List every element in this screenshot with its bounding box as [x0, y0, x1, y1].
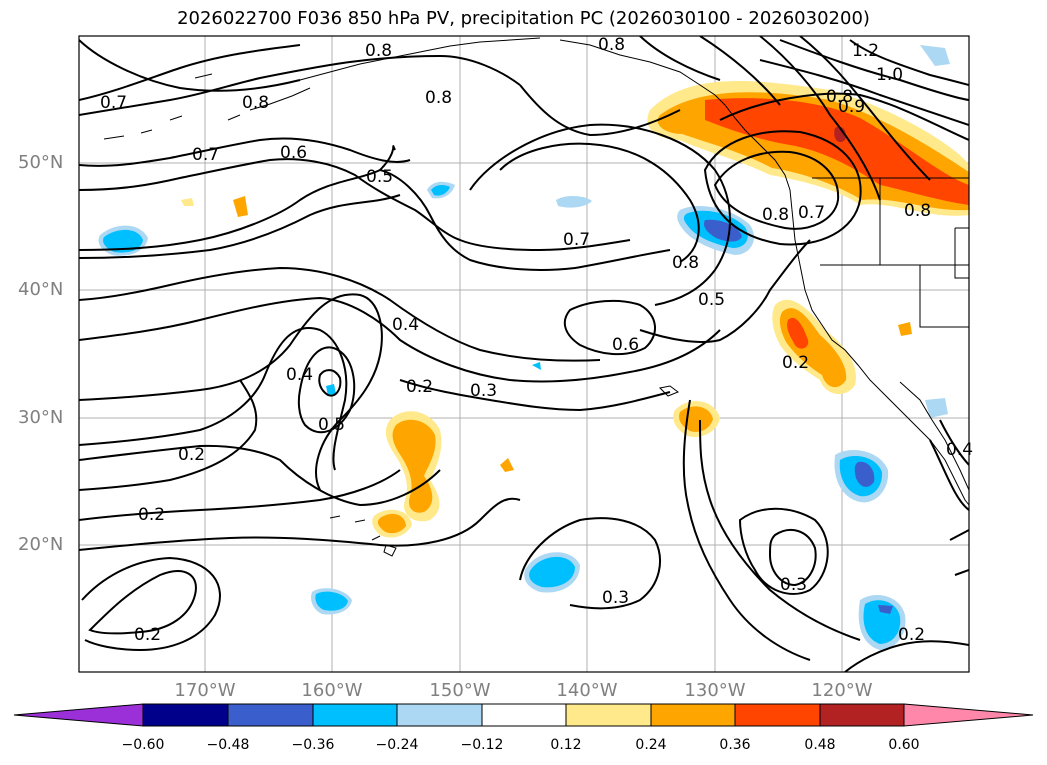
colorbar-segment [650, 703, 736, 727]
colorbar-tick: −0.60 [121, 737, 165, 753]
contour-label: 0.2 [178, 445, 205, 465]
colorbar [13, 703, 1034, 727]
colorbar-tick: −0.36 [291, 737, 335, 753]
contour-label: 0.8 [365, 41, 392, 61]
colorbar-segment [227, 703, 314, 727]
colorbar-segment [312, 703, 398, 727]
contour-label: 0.7 [798, 203, 825, 223]
colorbar-tick: −0.12 [460, 737, 504, 753]
contour-label: 0.4 [946, 440, 973, 460]
lat-label-20n: 20°N [18, 534, 64, 555]
colorbar-segment [734, 703, 821, 727]
pv-contours [79, 36, 969, 672]
pv-contour-labels: 0.8 0.8 0.7 0.8 0.8 0.7 0.6 0.5 0.7 0.8 … [100, 35, 973, 645]
contour-label: 0.8 [672, 253, 699, 273]
lon-label-170w: 170°W [174, 680, 236, 701]
lat-label-50n: 50°N [18, 152, 64, 173]
colorbar-tick: 0.36 [719, 737, 751, 753]
contour-label: 0.9 [838, 97, 865, 117]
lon-label-130w: 130°W [684, 680, 746, 701]
contour-label: 0.8 [826, 87, 853, 107]
contour-label: 0.7 [100, 93, 127, 113]
contour-label: 0.2 [138, 505, 165, 525]
contour-label: 0.8 [762, 205, 789, 225]
contour-label: 0.3 [602, 588, 629, 608]
contour-label: 0.8 [425, 88, 452, 108]
colorbar-tick: 0.60 [888, 737, 920, 753]
contour-label: 0.2 [898, 625, 925, 645]
contour-label: 0.4 [286, 365, 313, 385]
contour-label: 0.6 [280, 143, 307, 163]
colorbar-tick: 0.48 [804, 737, 836, 753]
colorbar-tick: 0.12 [550, 737, 582, 753]
lon-label-120w: 120°W [811, 680, 873, 701]
contour-label: 0.3 [780, 575, 807, 595]
contour-label: 0.7 [563, 230, 590, 250]
lat-label-30n: 30°N [18, 407, 64, 428]
contour-label: 0.5 [318, 415, 345, 435]
lat-label-40n: 40°N [18, 279, 64, 300]
colorbar-segment [565, 703, 652, 727]
contour-label: 1.2 [852, 41, 879, 61]
precip-positive-areas [181, 81, 969, 538]
contour-label: 0.7 [192, 145, 219, 165]
contour-label: 0.5 [366, 167, 393, 187]
contour-label: 0.8 [598, 35, 625, 55]
map-frame [78, 35, 970, 673]
colorbar-segment [481, 703, 567, 727]
colorbar-segment [819, 703, 905, 727]
colorbar-tick: −0.48 [206, 737, 250, 753]
lon-label-140w: 140°W [556, 680, 618, 701]
contour-label: 0.8 [242, 93, 269, 113]
contour-label: 0.2 [406, 377, 433, 397]
lon-label-150w: 150°W [429, 680, 491, 701]
colorbar-extend-high [903, 703, 1034, 727]
colorbar-tick: 0.24 [635, 737, 667, 753]
map-title: 2026022700 F036 850 hPa PV, precipitatio… [177, 8, 870, 29]
contour-label: 0.2 [134, 625, 161, 645]
contour-label: 0.8 [904, 201, 931, 221]
lon-label-160w: 160°W [301, 680, 363, 701]
contour-label: 0.5 [698, 290, 725, 310]
colorbar-extend-low [13, 703, 144, 727]
contour-label: 0.3 [470, 381, 497, 401]
contour-label: 0.4 [392, 315, 419, 335]
contour-label: 0.2 [782, 353, 809, 373]
colorbar-segment [396, 703, 483, 727]
contour-label: 0.6 [612, 335, 639, 355]
colorbar-segment [142, 703, 229, 727]
contour-label: 1.0 [876, 65, 903, 85]
colorbar-tick: −0.24 [375, 737, 419, 753]
